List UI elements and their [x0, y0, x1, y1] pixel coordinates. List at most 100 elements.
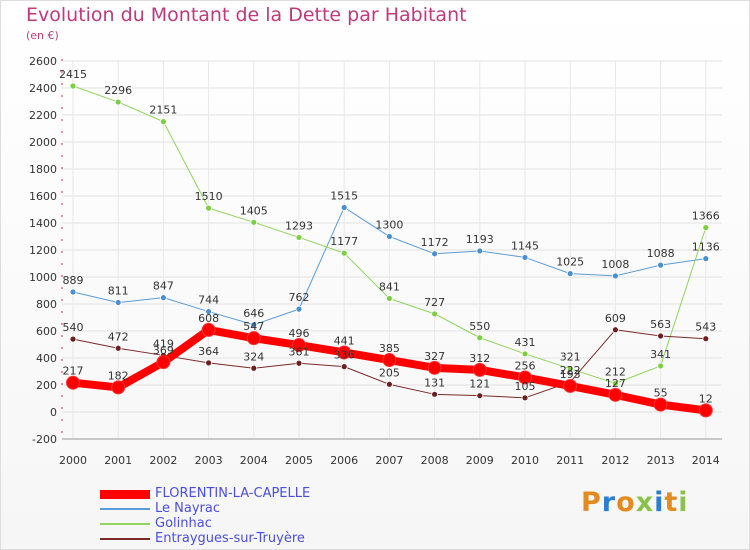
data-label: 1025: [556, 256, 584, 269]
data-point: [563, 378, 578, 393]
data-point: [340, 363, 348, 371]
x-tick-label: 2008: [421, 454, 449, 467]
data-label: 1300: [375, 219, 403, 232]
data-label: 419: [153, 337, 174, 350]
data-point: [566, 270, 574, 278]
legend-label: Golinhac: [155, 516, 212, 531]
data-label: 550: [469, 320, 490, 333]
data-label: 324: [243, 350, 264, 363]
y-tick-label: 1400: [29, 217, 57, 230]
y-tick-label: -200: [32, 433, 57, 446]
y-tick-label: 800: [36, 298, 57, 311]
data-point: [608, 387, 623, 402]
x-tick-label: 2003: [195, 454, 223, 467]
data-point: [566, 365, 574, 373]
data-point: [521, 254, 529, 261]
y-tick-label: 2000: [29, 136, 57, 149]
data-label: 321: [560, 351, 581, 364]
data-point: [476, 392, 484, 400]
x-tick-label: 2002: [149, 454, 177, 467]
data-label: 193: [560, 368, 581, 381]
data-label: 889: [63, 274, 84, 287]
x-tick-label: 2011: [556, 454, 584, 467]
y-tick-label: 1600: [29, 190, 57, 203]
y-tick-label: 2600: [29, 55, 57, 68]
y-tick-label: 1000: [29, 271, 57, 284]
legend-label: FLORENTIN-LA-CAPELLE: [155, 486, 311, 501]
data-point: [69, 82, 77, 90]
data-point: [295, 305, 303, 313]
data-point: [382, 353, 397, 368]
x-tick-label: 2009: [466, 454, 494, 467]
data-point: [205, 359, 213, 367]
y-tick-label: 2200: [29, 109, 57, 122]
data-label: 1172: [421, 236, 449, 249]
data-label: 336: [334, 349, 355, 362]
data-label: 131: [424, 376, 445, 389]
x-tick-label: 2004: [240, 454, 268, 467]
data-point: [657, 332, 664, 340]
data-label: 1515: [330, 189, 358, 202]
logo-letter: P: [581, 487, 602, 518]
y-tick-label: 400: [36, 352, 57, 365]
data-point: [250, 364, 258, 372]
y-tick-label: 0: [50, 406, 57, 419]
data-point: [205, 204, 213, 212]
data-point: [159, 118, 167, 126]
data-point: [521, 394, 529, 402]
data-point: [201, 322, 216, 337]
legend-swatch: [100, 538, 150, 540]
data-label: 256: [515, 359, 536, 372]
chart-subtitle: (en €): [26, 29, 59, 42]
data-point: [521, 350, 529, 358]
data-point: [156, 355, 171, 370]
data-point: [292, 338, 306, 353]
data-label: 182: [108, 369, 129, 382]
data-label: 361: [289, 345, 310, 358]
data-point: [476, 247, 484, 255]
data-point: [159, 294, 167, 302]
data-point: [205, 308, 213, 315]
data-label: 1366: [692, 210, 720, 223]
data-label: 646: [243, 307, 264, 320]
legend-label: Le Nayrac: [155, 501, 220, 516]
x-tick-label: 2007: [375, 454, 403, 467]
data-label: 547: [243, 320, 264, 333]
data-point: [114, 98, 122, 106]
data-label: 2296: [104, 84, 132, 97]
data-label: 540: [63, 321, 84, 334]
data-label: 327: [424, 350, 445, 363]
data-point: [337, 345, 352, 360]
x-tick-label: 2010: [511, 454, 539, 467]
data-point: [427, 360, 442, 375]
data-point: [69, 288, 77, 296]
data-label: 121: [469, 378, 490, 391]
data-label: 312: [469, 352, 490, 365]
legend-label: Entraygues-sur-Truyère: [155, 531, 305, 546]
data-point: [114, 299, 122, 306]
data-label: 2415: [59, 68, 87, 81]
data-point: [431, 250, 439, 258]
chart-title: Evolution du Montant de la Dette par Hab…: [26, 4, 467, 26]
proxiti-logo: Proxiti: [581, 487, 689, 518]
data-label: 811: [108, 285, 129, 298]
logo-letter: i: [654, 487, 665, 518]
data-label: 2151: [149, 104, 177, 117]
data-label: 1193: [466, 233, 494, 246]
data-point: [114, 344, 122, 352]
data-point: [385, 295, 393, 302]
data-point: [702, 255, 710, 263]
data-label: 341: [650, 348, 671, 361]
data-point: [385, 380, 393, 388]
data-point: [518, 370, 532, 385]
x-tick-label: 2000: [59, 454, 87, 467]
x-tick-label: 2005: [285, 454, 313, 467]
data-label: 212: [605, 365, 626, 378]
data-point: [431, 310, 439, 318]
data-point: [250, 218, 258, 226]
data-point: [702, 335, 710, 343]
legend-swatch: [100, 523, 150, 525]
data-label: 472: [108, 330, 129, 343]
data-label: 1136: [692, 241, 720, 254]
